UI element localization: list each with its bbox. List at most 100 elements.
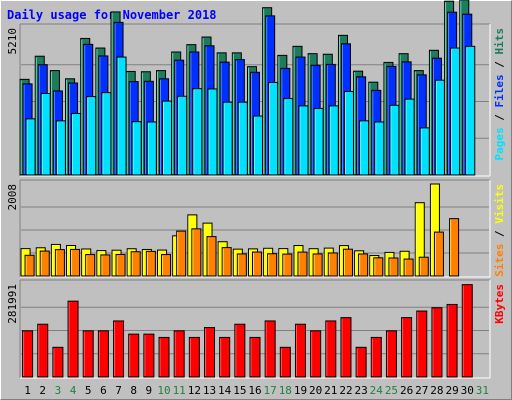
x-tick-label: 21 <box>324 384 337 397</box>
x-tick-label: 18 <box>279 384 292 397</box>
bar-pages <box>450 47 461 176</box>
bar-kbytes <box>22 330 34 378</box>
bar-sites <box>327 252 338 277</box>
bar-pages <box>419 127 430 176</box>
x-tick-label: 8 <box>130 384 137 397</box>
bar-pages <box>131 121 142 176</box>
bar-sites <box>24 254 35 277</box>
x-tick-label: 6 <box>100 384 107 397</box>
bar-pages <box>192 88 203 176</box>
bar-kbytes <box>249 336 261 378</box>
bar-pages <box>283 98 294 176</box>
bar-pages <box>86 96 97 176</box>
bar-sites <box>176 230 187 277</box>
bar-sites <box>191 228 202 277</box>
x-tick-label: 31 <box>476 384 489 397</box>
x-tick-label: 15 <box>233 384 246 397</box>
bar-kbytes <box>97 330 109 378</box>
panel-legend: Pages / Files / Hits <box>493 28 506 161</box>
x-tick-label: 13 <box>203 384 216 397</box>
bar-kbytes <box>446 303 458 378</box>
bar-kbytes <box>370 336 382 378</box>
x-tick-label: 11 <box>173 384 186 397</box>
x-tick-label: 3 <box>55 384 62 397</box>
bar-kbytes <box>279 346 291 378</box>
bar-pages <box>389 104 400 176</box>
bar-kbytes <box>219 336 231 378</box>
bar-pages <box>268 81 279 176</box>
y-axis-max-label: 2008 <box>6 184 19 211</box>
x-tick-label: 7 <box>115 384 122 397</box>
x-tick-label: 28 <box>430 384 443 397</box>
bar-pages <box>101 92 112 176</box>
bar-pages <box>253 115 263 176</box>
bar-kbytes <box>401 317 413 378</box>
bar-sites <box>70 248 81 277</box>
x-tick-label: 16 <box>248 384 261 397</box>
bar-sites <box>449 218 460 277</box>
x-tick-label: 12 <box>188 384 201 397</box>
bar-sites <box>433 231 444 277</box>
bar-sites <box>54 249 65 277</box>
bar-kbytes <box>52 346 64 378</box>
x-tick-label: 9 <box>146 384 153 397</box>
bar-sites <box>358 253 369 277</box>
bar-pages <box>207 88 218 176</box>
bar-kbytes <box>310 330 322 378</box>
legend-entry: Files <box>493 74 506 107</box>
bar-kbytes <box>173 330 185 378</box>
bar-pages <box>162 100 173 176</box>
x-tick-label: 4 <box>70 384 77 397</box>
bar-kbytes <box>340 317 352 378</box>
bar-kbytes <box>188 336 200 378</box>
legend-entry: Visits <box>493 184 506 224</box>
bar-pages <box>343 90 354 176</box>
x-tick-label: 20 <box>309 384 322 397</box>
bar-pages <box>404 98 415 176</box>
y-axis-max-label: 281991 <box>6 284 19 324</box>
bar-pages <box>434 79 445 176</box>
bar-sites <box>312 253 323 277</box>
panel-legend: Sites / Visits <box>493 184 506 277</box>
bar-pages <box>55 120 66 176</box>
x-tick-label: 24 <box>370 384 384 397</box>
legend-entry: KBytes <box>493 284 506 324</box>
bar-pages <box>359 120 370 176</box>
bar-kbytes <box>143 333 155 378</box>
bar-pages <box>465 45 476 176</box>
bar-kbytes <box>355 346 367 378</box>
bar-sites <box>282 253 293 277</box>
bar-kbytes <box>264 320 276 378</box>
bar-sites <box>252 251 262 277</box>
bar-kbytes <box>67 300 79 378</box>
bar-pages <box>374 121 385 176</box>
x-tick-label: 5 <box>85 384 92 397</box>
bar-pages <box>237 101 248 176</box>
bar-sites <box>297 251 308 277</box>
bar-pages <box>25 118 36 176</box>
legend-separator: / <box>493 224 506 244</box>
bar-pages <box>313 107 324 176</box>
x-tick-label: 1 <box>24 384 31 397</box>
bar-pages <box>177 95 188 176</box>
bar-sites <box>145 250 156 277</box>
legend-entry: Hits <box>493 28 506 55</box>
bar-kbytes <box>158 336 170 378</box>
bar-sites <box>403 258 414 277</box>
x-tick-label: 23 <box>355 384 368 397</box>
legend-entry: Pages <box>493 127 506 160</box>
bar-sites <box>373 257 384 277</box>
bar-kbytes <box>385 330 397 378</box>
bar-kbytes <box>113 320 125 378</box>
bar-pages <box>40 92 51 176</box>
bar-pages <box>116 56 127 176</box>
x-tick-label: 10 <box>157 384 170 397</box>
bar-sites <box>388 257 399 277</box>
bar-sites <box>115 253 126 277</box>
bar-kbytes <box>416 310 428 378</box>
bar-sites <box>206 236 217 277</box>
x-tick-label: 25 <box>385 384 398 397</box>
bar-pages <box>71 112 82 176</box>
bar-kbytes <box>82 330 94 378</box>
